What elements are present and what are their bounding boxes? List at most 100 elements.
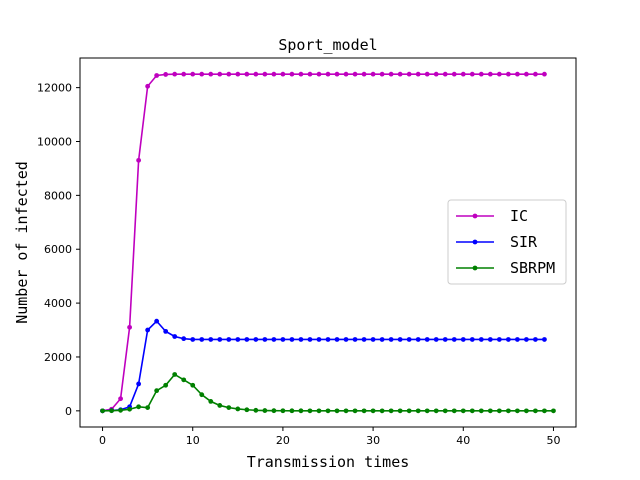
data-point — [235, 337, 241, 342]
legend-marker-sbrpm — [472, 265, 478, 271]
data-point — [226, 405, 232, 411]
data-point — [524, 408, 529, 414]
data-point — [163, 382, 169, 388]
data-point — [280, 337, 286, 342]
data-point — [109, 408, 114, 414]
legend: IC SIR SBRPM — [447, 199, 567, 285]
y-axis-label: Number of infected — [13, 161, 31, 324]
data-point — [136, 157, 142, 163]
data-point — [325, 408, 331, 414]
data-point — [487, 71, 493, 77]
data-point — [361, 408, 367, 414]
data-point — [253, 71, 259, 77]
data-point — [505, 337, 511, 342]
y-tick-label: 8000 — [44, 189, 72, 202]
data-point — [487, 408, 493, 414]
series-ic — [100, 71, 547, 414]
data-point — [217, 71, 223, 77]
data-point — [379, 337, 385, 342]
y-tick-label: 10000 — [37, 135, 72, 148]
series-line-sbrpm — [102, 373, 554, 412]
data-point — [208, 399, 214, 404]
y-tick-label: 4000 — [44, 297, 72, 310]
data-point — [496, 71, 502, 77]
data-point — [424, 71, 430, 77]
data-point — [307, 408, 313, 414]
data-point — [136, 404, 142, 410]
legend-box — [447, 199, 567, 285]
data-point — [289, 408, 295, 414]
plot-area: 0 10 20 30 40 50 0 2000 4000 6000 8000 10000 12000 — [37, 57, 577, 447]
data-point — [298, 337, 304, 342]
data-point — [533, 337, 538, 342]
data-point — [505, 408, 511, 414]
data-point — [514, 408, 520, 414]
data-point — [433, 408, 439, 414]
data-point — [343, 71, 349, 77]
data-point — [253, 337, 259, 342]
data-point — [118, 407, 123, 413]
data-point — [325, 337, 331, 342]
data-point — [442, 71, 448, 77]
data-point — [496, 337, 502, 342]
data-point — [118, 396, 123, 402]
data-point — [370, 337, 376, 342]
data-point — [100, 408, 105, 414]
data-point — [235, 71, 241, 77]
data-point — [190, 382, 196, 388]
data-point — [551, 408, 556, 414]
data-point — [469, 337, 475, 342]
data-point — [145, 83, 151, 89]
data-point — [217, 403, 223, 408]
data-point — [406, 71, 412, 77]
data-point — [433, 337, 439, 342]
data-point — [487, 337, 493, 342]
data-point — [226, 71, 232, 77]
data-point — [370, 408, 376, 414]
data-point — [145, 405, 151, 411]
data-point — [397, 71, 403, 77]
y-tick-label: 0 — [65, 405, 72, 418]
legend-marker-ic — [472, 213, 478, 219]
data-point — [244, 407, 250, 413]
data-point — [406, 408, 412, 414]
data-point — [424, 337, 430, 342]
data-point — [253, 407, 259, 413]
axes-frame — [79, 57, 577, 428]
data-point — [271, 71, 277, 77]
data-point — [370, 71, 376, 77]
data-point — [163, 72, 169, 77]
data-point — [343, 337, 349, 342]
data-point — [542, 71, 547, 77]
x-tick-label: 30 — [366, 434, 380, 447]
data-point — [442, 408, 448, 414]
data-point — [154, 318, 160, 324]
data-point — [262, 337, 268, 342]
data-point — [307, 337, 313, 342]
legend-label-ic: IC — [510, 207, 528, 225]
data-point — [397, 408, 403, 414]
series-line-sir — [102, 319, 545, 412]
x-tick-label: 10 — [186, 434, 200, 447]
data-point — [136, 381, 142, 387]
data-point — [262, 408, 268, 413]
data-point — [181, 377, 187, 383]
data-point — [127, 324, 132, 330]
legend-label-sbrpm: SBRPM — [510, 259, 555, 277]
data-point — [514, 337, 520, 342]
series-sir — [100, 318, 547, 414]
data-point — [415, 408, 421, 414]
data-point — [334, 408, 340, 414]
data-point — [289, 71, 295, 77]
data-point — [280, 408, 286, 414]
data-point — [181, 71, 187, 77]
data-point — [469, 71, 475, 77]
chart-title: Sport_model — [278, 36, 377, 54]
data-point — [406, 337, 412, 342]
data-point — [379, 408, 385, 414]
data-point — [460, 408, 466, 414]
data-point — [127, 406, 132, 412]
data-point — [325, 71, 331, 77]
data-point — [478, 408, 484, 414]
